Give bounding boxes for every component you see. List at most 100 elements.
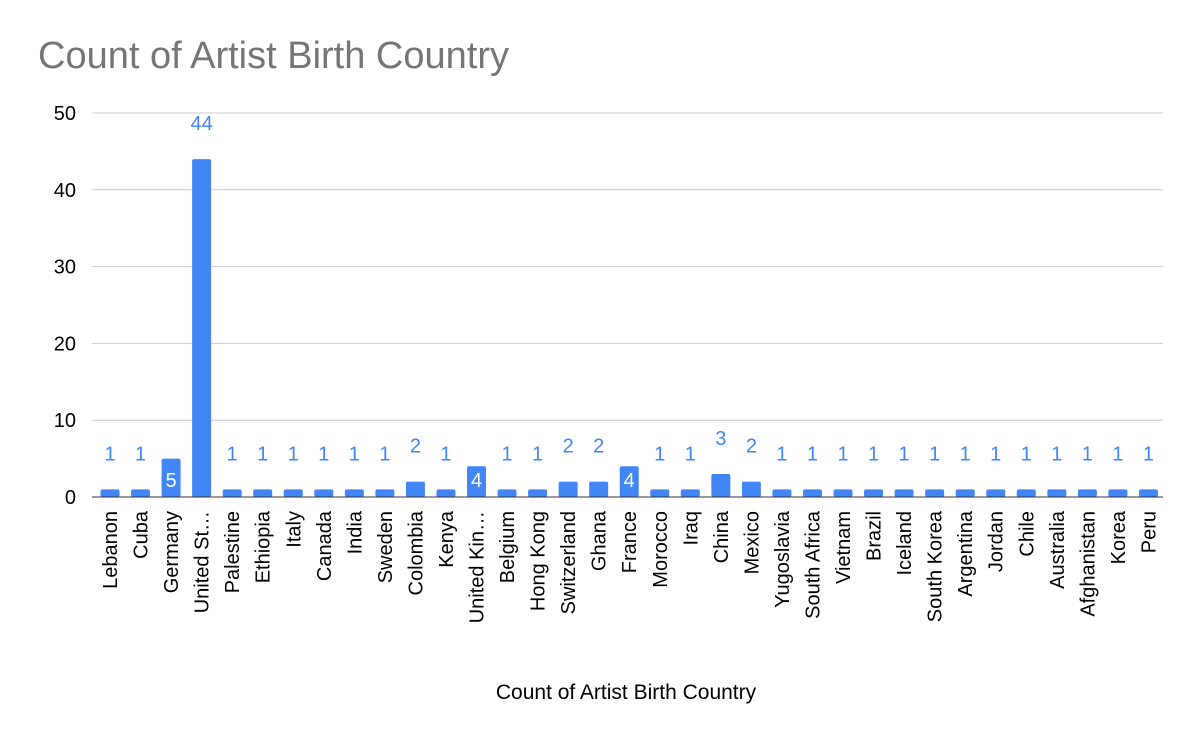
x-tick-label: Switzerland: [558, 511, 580, 614]
y-tick-label: 20: [54, 333, 76, 355]
bar: [894, 489, 914, 497]
bar: [986, 489, 1006, 497]
x-tick-label: Brazil: [864, 511, 886, 561]
bar: [314, 489, 334, 497]
data-label: 1: [501, 443, 512, 465]
x-tick-label: Morocco: [650, 511, 672, 588]
bar: [528, 489, 548, 497]
x-tick-label: France: [619, 511, 641, 573]
data-label: 1: [135, 443, 146, 465]
bar: [344, 489, 364, 497]
x-tick-label: Belgium: [497, 511, 519, 583]
x-tick-label: Afghanistan: [1077, 511, 1099, 617]
data-label: 1: [532, 443, 543, 465]
data-label: 2: [563, 436, 574, 458]
bar: [711, 473, 731, 497]
x-tick-label: Colombia: [405, 510, 427, 595]
bar: [650, 489, 670, 497]
bar: [436, 489, 456, 497]
x-tick-label: Peru: [1138, 511, 1160, 553]
bars: [100, 159, 1158, 497]
data-label: 5: [166, 470, 177, 492]
chart-title: Count of Artist Birth Country: [38, 35, 509, 77]
data-label: 4: [624, 470, 635, 492]
x-tick-label: Chile: [1016, 511, 1038, 557]
bar: [619, 466, 639, 497]
x-tick-label: Canada: [314, 510, 336, 581]
x-tick-label: Germany: [161, 511, 183, 593]
gridlines: [92, 112, 1163, 421]
data-label: 1: [318, 443, 329, 465]
y-tick-label: 0: [65, 487, 76, 509]
bar: [955, 489, 975, 497]
x-tick-label: Italy: [283, 511, 305, 548]
bar: [375, 489, 395, 497]
data-label: 1: [1143, 443, 1154, 465]
data-label: 1: [654, 443, 665, 465]
y-tick-label: 40: [54, 180, 76, 202]
bar: [253, 489, 273, 497]
bar: [283, 489, 303, 497]
x-tick-label: Ethiopia: [253, 510, 275, 583]
x-tick-label: South Africa: [802, 510, 824, 619]
data-label: 1: [685, 443, 696, 465]
bar: [1047, 489, 1067, 497]
data-label: 1: [776, 443, 787, 465]
data-label: 1: [807, 443, 818, 465]
x-tick-label: Yugoslavia: [772, 510, 794, 608]
data-label: 1: [379, 443, 390, 465]
data-label: 1: [899, 443, 910, 465]
x-tick-label: Hong Kong: [528, 511, 550, 611]
data-label: 1: [349, 443, 360, 465]
bar: [497, 489, 517, 497]
bar: [802, 489, 822, 497]
data-label: 1: [1021, 443, 1032, 465]
x-tick-label: Australia: [1047, 510, 1069, 589]
data-label: 1: [440, 443, 451, 465]
bar: [161, 458, 181, 497]
data-label: 1: [227, 443, 238, 465]
bar: [772, 489, 792, 497]
x-tick-label: Mexico: [741, 511, 763, 574]
x-axis-title: Count of Artist Birth Country: [496, 681, 757, 704]
x-tick-label: Palestine: [222, 511, 244, 593]
bar: [925, 489, 945, 497]
bar: [589, 481, 609, 497]
data-label: 4: [471, 470, 482, 492]
data-label: 2: [593, 436, 604, 458]
data-label: 2: [746, 436, 757, 458]
data-label: 1: [1112, 443, 1123, 465]
bar: [1108, 489, 1128, 497]
bar: [100, 489, 120, 497]
data-label: 1: [257, 443, 268, 465]
bar: [467, 466, 487, 497]
bar: [833, 489, 853, 497]
data-label: 1: [1082, 443, 1093, 465]
x-tick-label: Korea: [1108, 510, 1130, 564]
x-tick-label: Iceland: [894, 511, 916, 576]
data-label: 1: [837, 443, 848, 465]
x-tick-label: South Korea: [925, 510, 947, 622]
x-tick-label: Sweden: [375, 511, 397, 583]
bar: [131, 489, 151, 497]
x-tick-label: United Kin…: [467, 511, 489, 623]
y-axis-ticks: 0 10 20 30 40 50: [54, 103, 76, 509]
data-label: 3: [715, 428, 726, 450]
x-tick-label: Cuba: [131, 510, 153, 559]
data-label: 1: [288, 443, 299, 465]
x-tick-label: China: [711, 510, 733, 563]
bar: [741, 481, 761, 497]
bar: [680, 489, 700, 497]
x-tick-label: Argentina: [955, 510, 977, 596]
x-tick-label: Jordan: [986, 511, 1008, 572]
bar: [558, 481, 578, 497]
x-tick-label: Ghana: [589, 510, 611, 571]
bar: [864, 489, 884, 497]
data-label: 1: [1051, 443, 1062, 465]
data-label: 1: [990, 443, 1001, 465]
x-tick-label: United St…: [192, 511, 214, 613]
data-label: 1: [929, 443, 940, 465]
